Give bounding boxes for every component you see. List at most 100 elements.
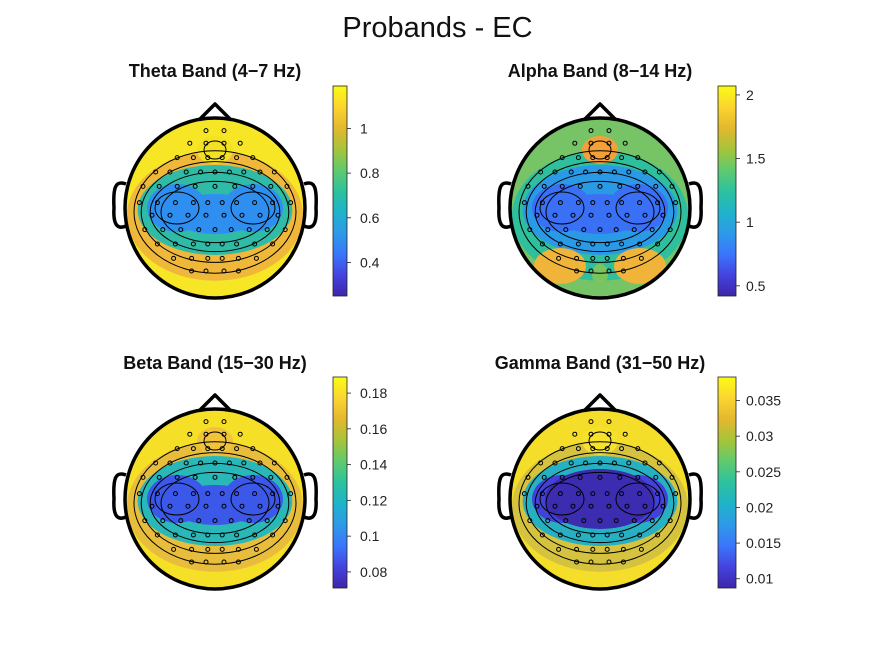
electrode-marker (198, 460, 204, 466)
electrode-marker (655, 241, 661, 247)
electrode-marker (552, 212, 558, 218)
colorbar-gradient (717, 85, 737, 297)
colorbar: 0.08 0.1 0.12 0.14 0.16 0.18 (332, 376, 387, 589)
electrode-marker (154, 491, 160, 497)
electrode-marker (590, 532, 596, 538)
electrode-marker (205, 491, 211, 497)
electrode-marker (655, 200, 661, 206)
electrode-marker (559, 474, 565, 480)
electrode-marker (653, 474, 659, 480)
electrode-marker (653, 183, 659, 189)
right-ear (303, 181, 318, 229)
colorbar-tick-label: 0.4 (360, 254, 380, 270)
electrode-marker (673, 200, 679, 206)
electrode-marker (153, 169, 159, 175)
electrode-marker (572, 140, 578, 146)
electrode-marker (559, 446, 565, 452)
electrode-marker (552, 169, 558, 175)
contour-line (203, 431, 227, 451)
colorbar-tick-label: 0.03 (746, 428, 773, 444)
electrode-marker (669, 183, 675, 189)
electrode-marker (655, 491, 661, 497)
electrode-marker (198, 169, 204, 175)
electrode-marker (282, 227, 288, 233)
contour-lines (133, 431, 297, 565)
electrode-marker (624, 503, 630, 509)
electrode-marker (205, 241, 211, 247)
electrodes (136, 419, 294, 565)
electrode-marker (545, 227, 551, 233)
electrode-marker (282, 518, 288, 524)
right-ear (688, 181, 703, 229)
electrode-marker (203, 431, 209, 437)
electrode-marker (271, 169, 277, 175)
contour-line (588, 431, 612, 451)
electrode-marker (574, 255, 580, 261)
electrode-marker (572, 431, 578, 437)
electrode-marker (622, 431, 628, 437)
electrode-marker (234, 491, 240, 497)
electrode-marker (232, 474, 238, 480)
head-outline (508, 407, 692, 591)
electrode-marker (667, 518, 673, 524)
electrode-marker (611, 169, 617, 175)
electrode-marker (167, 460, 173, 466)
colorbar-tick-label: 2 (746, 87, 754, 103)
contour-line (203, 140, 227, 160)
electrode-marker (617, 183, 623, 189)
electrode-marker (156, 474, 162, 480)
electrode-marker (620, 546, 626, 552)
electrode-marker (221, 140, 227, 146)
electrode-marker (190, 241, 196, 247)
field-frontal-spot (197, 136, 233, 164)
colorbar-tick-label: 1 (360, 120, 368, 136)
electrode-marker (539, 241, 545, 247)
electrode-marker (588, 140, 594, 146)
electrode-marker (288, 200, 294, 206)
electrode-marker (253, 255, 259, 261)
colorbar: 0.5 1 1.5 2 (717, 85, 766, 297)
colorbar-tick-label: 0.14 (360, 457, 387, 473)
electrode-marker (140, 474, 146, 480)
electrode-marker (649, 227, 655, 233)
electrode-marker (268, 474, 274, 480)
electrode-marker (136, 200, 142, 206)
electrode-marker (521, 200, 527, 206)
electrode-marker (620, 559, 626, 565)
field-deep-core (545, 469, 655, 529)
electrode-marker (577, 183, 583, 189)
electrode-marker (604, 491, 610, 497)
colorbar-tick-label: 0.8 (360, 165, 380, 181)
electrode-marker (275, 503, 281, 509)
electrode-marker (239, 503, 245, 509)
electrode-marker (604, 546, 610, 552)
electrode-marker (250, 155, 256, 161)
electrode-marker (673, 491, 679, 497)
contour-line (133, 441, 297, 565)
electrode-marker (590, 491, 596, 497)
colorbar-tick-label: 0.02 (746, 499, 773, 515)
electrode-marker (624, 212, 630, 218)
electrode-marker (622, 140, 628, 146)
electrode-marker (619, 446, 625, 452)
electrode-marker (172, 241, 178, 247)
electrode-marker (221, 559, 227, 565)
electrode-marker (241, 460, 247, 466)
left-ear (112, 181, 127, 229)
field-core-center (556, 194, 644, 234)
topoplot-panel-2: Alpha Band (8−14 Hz) 0.5 1 1.5 2 (497, 61, 766, 300)
electrode-marker (219, 446, 225, 452)
contour-line (140, 161, 290, 263)
electrode-marker (606, 559, 612, 565)
electrode-marker (219, 546, 225, 552)
electrode-marker (604, 532, 610, 538)
electrode-marker (160, 227, 166, 233)
electrode-marker (252, 532, 258, 538)
electrode-marker (235, 546, 241, 552)
electrode-marker (611, 460, 617, 466)
electrode-marker (270, 532, 276, 538)
colorbar-tick-label: 1.5 (746, 151, 766, 167)
electrode-marker (619, 491, 625, 497)
contour-line (525, 452, 675, 554)
electrode-marker (539, 200, 545, 206)
